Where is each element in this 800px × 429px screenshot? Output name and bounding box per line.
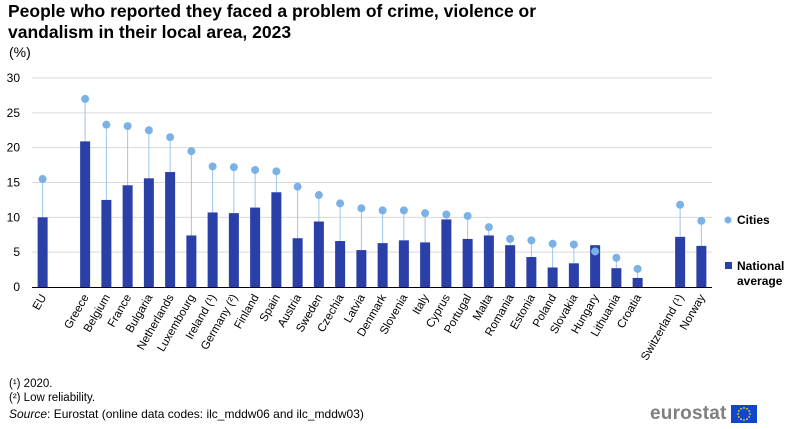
bar-national-8: [228, 213, 239, 287]
dot-cities-22: [527, 236, 536, 245]
bar-national-12: [313, 221, 324, 287]
dot-cities-7: [208, 162, 217, 171]
dot-cities-8: [229, 163, 238, 172]
dot-cities-9: [251, 165, 260, 174]
y-tick-label: 15: [7, 176, 21, 190]
bar-national-13: [335, 241, 346, 287]
bar-national-4: [143, 178, 154, 287]
bar-national-2: [101, 199, 112, 287]
dot-cities-6: [187, 147, 196, 156]
bar-national-24: [568, 263, 579, 287]
bar-national-6: [186, 235, 197, 287]
dot-cities-1: [81, 94, 90, 103]
dot-cities-26: [612, 253, 621, 262]
source-label: Source: [9, 407, 48, 421]
eurostat-logo: eurostat: [650, 402, 757, 426]
source-text: : Eurostat (online data codes: ilc_mddw0…: [47, 407, 364, 421]
bar-national-11: [292, 238, 303, 287]
bar-national-10: [271, 192, 282, 287]
chart-title: People who reported they faced a problem…: [8, 1, 537, 42]
bar-national-19: [462, 238, 473, 287]
bar-national-1: [80, 141, 91, 287]
dot-cities-12: [314, 191, 323, 200]
dot-cities-24: [569, 240, 578, 249]
bar-national-9: [250, 207, 261, 287]
source-note: Source: Eurostat (online data codes: ilc…: [9, 407, 364, 421]
y-tick-label: 25: [7, 106, 21, 120]
y-tick-label: 20: [7, 141, 21, 155]
bar-national-17: [420, 242, 431, 287]
bar-national-28: [675, 236, 686, 287]
dot-cities-2: [102, 120, 111, 129]
x-tick-label: EU: [31, 293, 49, 313]
dot-cities-18: [442, 210, 451, 219]
footnote-2020: (¹) 2020.: [9, 378, 53, 390]
dot-cities-27: [633, 264, 642, 273]
y-tick-label: 30: [7, 71, 21, 85]
bar-national-5: [165, 172, 176, 287]
bar-national-23: [547, 267, 558, 287]
x-axis-category-labels: EU GreeceBelgiumFranceBulgariaNetherlands…: [31, 292, 708, 363]
legend-national-label: National average: [737, 259, 784, 288]
bar-national-7: [207, 212, 218, 287]
dot-cities-4: [144, 126, 153, 135]
dot-cities-25: [591, 247, 600, 256]
dot-cities-0: [38, 175, 47, 184]
bar-national-22: [526, 257, 537, 287]
eu-flag-icon: [730, 405, 757, 423]
dot-cities-3: [123, 122, 132, 131]
y-tick-label: 5: [13, 245, 20, 259]
dot-cities-15: [378, 206, 387, 215]
legend-cities-label: Cities: [737, 213, 770, 227]
dot-cities-23: [548, 239, 557, 248]
dot-cities-20: [484, 223, 493, 232]
dot-cities-29: [697, 216, 706, 225]
legend: Cities National average: [724, 213, 784, 288]
bar-national-26: [611, 268, 622, 287]
dot-cities-10: [272, 167, 281, 176]
bar-national-3: [122, 185, 133, 287]
bar-national-21: [505, 245, 516, 287]
x-tick-label: Italy: [411, 292, 432, 316]
y-tick-label: 0: [13, 280, 20, 294]
bar-national-29: [696, 245, 707, 287]
dot-cities-5: [166, 133, 175, 142]
dot-cities-14: [357, 204, 366, 213]
bar-national-15: [377, 243, 388, 287]
bar-national-0: [37, 217, 48, 287]
footnote-low-reliability: (²) Low reliability.: [9, 392, 96, 404]
bar-national-14: [356, 250, 367, 287]
dot-cities-21: [506, 234, 515, 243]
dot-cities-13: [336, 199, 345, 208]
dot-cities-16: [399, 206, 408, 215]
dot-cities-11: [293, 182, 302, 191]
dots-cities: [38, 94, 706, 273]
gridlines: [32, 77, 712, 288]
bar-national-25: [590, 245, 601, 287]
y-tick-label: 10: [7, 210, 21, 224]
bar-national-16: [398, 240, 409, 287]
dot-cities-17: [421, 209, 430, 218]
bar-national-20: [483, 235, 494, 287]
legend-national-marker: [725, 262, 732, 269]
bars-national-average: [37, 141, 707, 287]
dot-cities-19: [463, 211, 472, 220]
y-axis-ticks: 0 5 10 15 20 25 30: [7, 71, 21, 294]
y-axis-unit: (%): [9, 44, 31, 60]
bar-national-27: [632, 277, 643, 287]
eurostat-logo-text: eurostat: [650, 403, 727, 424]
connectors: [42, 98, 702, 278]
legend-cities-marker: [724, 216, 732, 224]
dot-cities-28: [676, 200, 685, 209]
bar-national-18: [441, 219, 452, 287]
